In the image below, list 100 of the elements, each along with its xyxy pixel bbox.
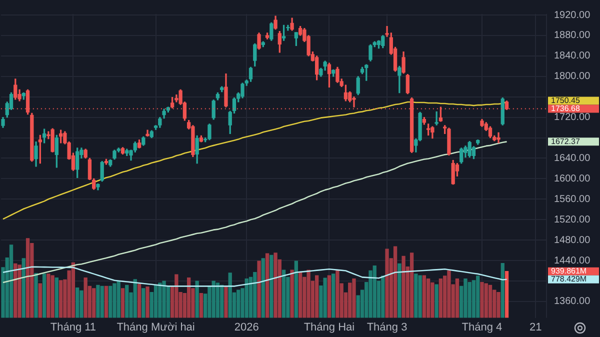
x-tick-label: Tháng 3 [366, 321, 408, 334]
bar [71, 262, 76, 318]
bar [393, 246, 398, 318]
y-tick-label: 1736.68 [551, 104, 580, 113]
x-tick-label: Tháng Hai [304, 321, 355, 334]
bar [228, 272, 232, 318]
y-tick-label: 1920.00 [554, 10, 591, 21]
bar [9, 244, 14, 318]
bar [120, 288, 125, 318]
bar [332, 274, 336, 318]
bar [372, 266, 376, 318]
bar [352, 278, 356, 318]
bar [323, 278, 327, 318]
bar [447, 270, 451, 318]
bar [18, 264, 22, 318]
bar [261, 258, 265, 318]
bar [112, 283, 116, 318]
bar [50, 275, 54, 318]
bar [484, 283, 488, 318]
bar [116, 281, 120, 318]
bar [476, 276, 480, 318]
bar [236, 290, 240, 318]
bar [430, 282, 434, 318]
bar [270, 254, 274, 318]
y-tick-label: 1600.00 [554, 173, 591, 184]
candlestick [434, 111, 438, 126]
bar [410, 252, 414, 318]
bar [298, 272, 302, 318]
bar [75, 287, 80, 318]
y-tick-label: 1840.00 [554, 50, 591, 62]
bar [133, 279, 137, 318]
bar [398, 263, 402, 318]
x-tick-label: Tháng 4 [462, 321, 502, 334]
bar [265, 253, 270, 318]
x-tick-label: 21 [530, 321, 542, 334]
bar [253, 272, 257, 318]
bar [385, 248, 389, 318]
bar [104, 286, 108, 318]
y2-tick-label: 939.861M [551, 266, 587, 276]
bar [422, 275, 426, 318]
bar [500, 262, 504, 318]
bar [22, 258, 26, 318]
bar [244, 278, 248, 318]
bar [34, 272, 38, 318]
bar [199, 292, 204, 318]
y-tick-label: 1480.00 [554, 234, 591, 246]
bar [306, 270, 310, 318]
bar [142, 288, 146, 318]
y-tick-label: 1800.00 [554, 71, 591, 82]
bar [402, 256, 406, 318]
bar [327, 275, 332, 318]
bar [80, 290, 84, 318]
bar [108, 286, 112, 318]
bar [381, 276, 385, 318]
bar [418, 275, 422, 318]
bar [38, 283, 42, 318]
bar [195, 280, 199, 318]
bar [314, 275, 319, 318]
bar [257, 260, 261, 318]
bar [58, 280, 63, 318]
bar [294, 260, 298, 318]
bar [488, 284, 492, 318]
x-tick-label: Tháng 11 [50, 321, 96, 334]
y-tick-label: 1720.00 [554, 112, 591, 124]
bar [54, 278, 59, 318]
bar [137, 284, 142, 318]
bar [426, 278, 430, 318]
bar [438, 278, 443, 318]
bar [290, 270, 294, 318]
bar [220, 284, 224, 318]
bar [14, 263, 18, 318]
bar [96, 284, 100, 318]
bar [125, 284, 129, 318]
y-tick-label: 1640.00 [554, 152, 591, 164]
bar [455, 278, 460, 318]
bar [464, 278, 468, 318]
bar [158, 282, 162, 318]
y-tick-label: 1750.45 [551, 96, 580, 105]
y-tick-label: 1880.00 [554, 30, 591, 42]
y-tick-label: 1560.00 [554, 194, 591, 205]
bar [480, 282, 484, 318]
x-tick-label: 2026 [234, 321, 259, 334]
bar [434, 284, 438, 318]
bar [348, 282, 352, 318]
y-tick-label: 1520.00 [554, 214, 591, 226]
bar [282, 270, 286, 318]
bar [468, 282, 472, 318]
bar [414, 274, 418, 318]
x-tick-label: Tháng Mười hai [116, 321, 195, 334]
bar [46, 274, 50, 318]
bar [216, 282, 220, 318]
y-tick-label: 1360.00 [554, 296, 591, 308]
bar [336, 270, 340, 318]
bar [162, 280, 166, 318]
bar [504, 271, 509, 318]
candlestick [496, 132, 500, 144]
bar [84, 278, 88, 318]
y-tick-label: 1672.37 [551, 136, 580, 146]
bar [146, 286, 150, 318]
bar [92, 288, 96, 318]
